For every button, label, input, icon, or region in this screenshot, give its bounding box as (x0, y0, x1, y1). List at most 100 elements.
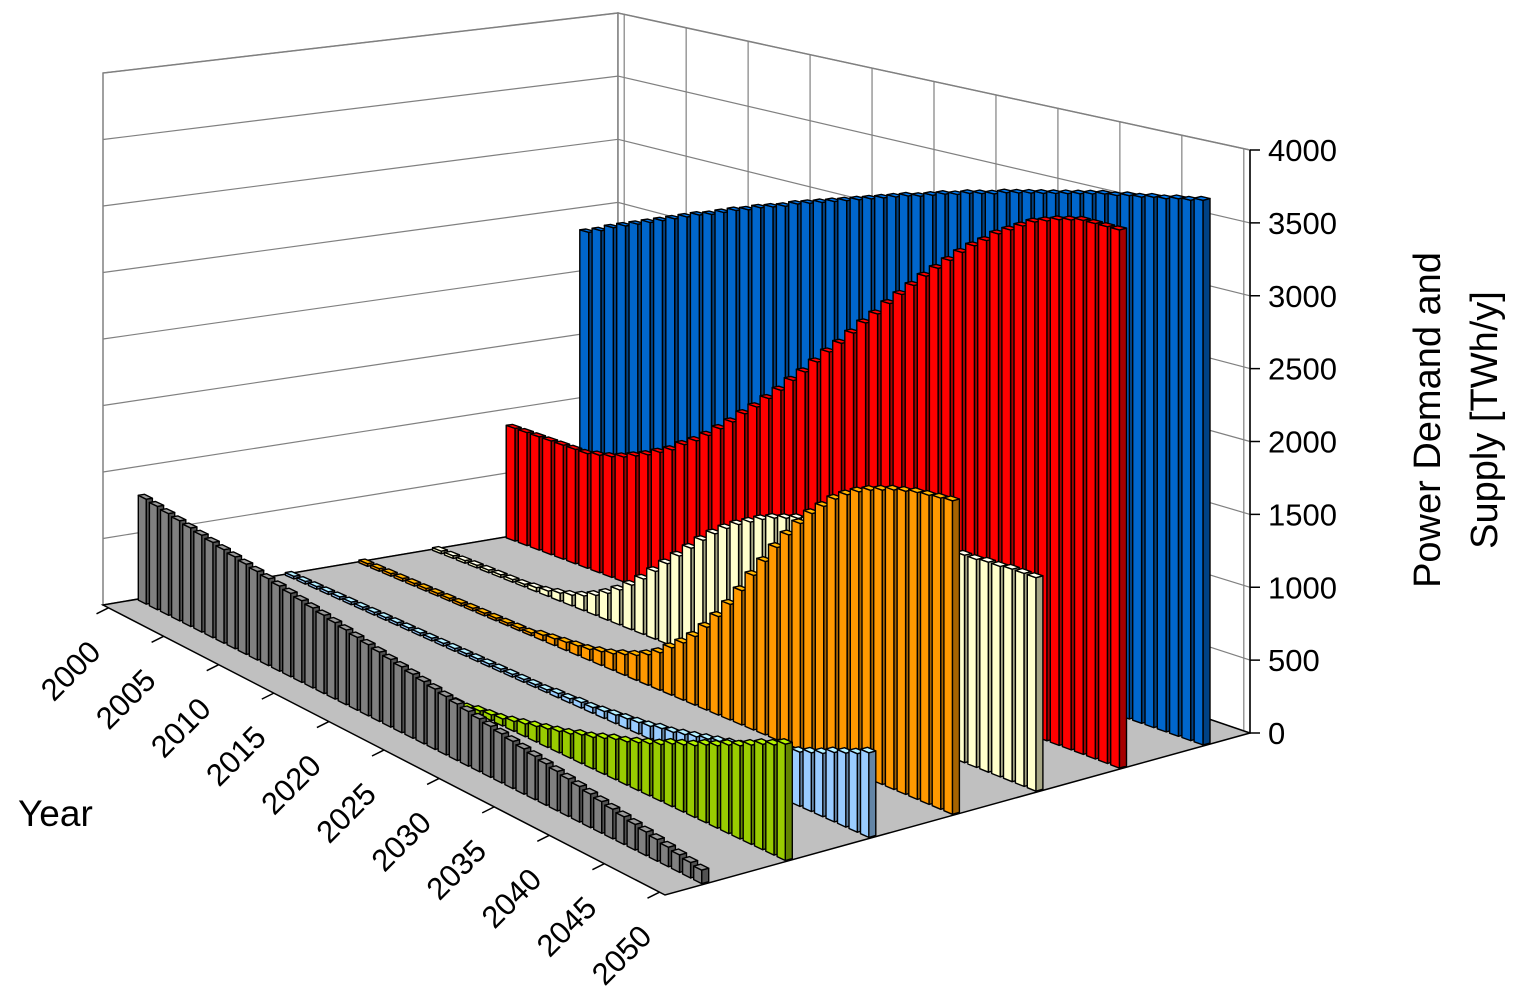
bar-top (1002, 563, 1020, 570)
bar (595, 705, 612, 720)
bar (560, 692, 578, 704)
bar (475, 607, 492, 617)
bar (503, 574, 520, 583)
bar-top (479, 564, 496, 571)
bar-face (979, 558, 989, 773)
bar-top (437, 690, 454, 698)
bar-top (652, 722, 670, 730)
bar-face (627, 651, 638, 682)
bar-top (618, 713, 635, 720)
bar-top (159, 508, 176, 515)
bar-face (181, 523, 192, 628)
bar-top (553, 440, 571, 446)
bar-top (1026, 572, 1044, 579)
bar-face (721, 600, 731, 721)
bar-face (756, 557, 766, 736)
bar-top (434, 637, 451, 645)
bar-face (674, 740, 685, 813)
bar-face (259, 574, 270, 667)
bar (405, 578, 422, 587)
bar-top (606, 709, 624, 716)
bar-face (908, 488, 918, 801)
bar-face (640, 739, 651, 797)
y-axis-label: Supply [TWh/y] (1464, 291, 1506, 549)
bar-top (503, 574, 520, 581)
bar-top (526, 750, 543, 758)
bar-top (776, 738, 793, 745)
bar-top (517, 427, 534, 434)
bar-face (270, 581, 281, 672)
bar-face (1097, 223, 1109, 765)
bar-top (226, 551, 243, 558)
x-tick-label: 2025 (309, 776, 383, 850)
bar-side (784, 741, 793, 862)
bar-top (537, 684, 554, 691)
bar-face (159, 509, 170, 616)
bar-face (779, 531, 790, 746)
bar-face (505, 424, 516, 542)
bar-top (411, 627, 428, 634)
bar-face (1085, 220, 1097, 760)
bar-face (859, 748, 870, 839)
bar-top (529, 432, 547, 438)
bar-top (170, 515, 187, 522)
bar-top (455, 555, 472, 562)
bar-face (674, 638, 684, 701)
bar-top (307, 581, 324, 588)
bar-face (553, 441, 564, 560)
bar-top (459, 705, 476, 713)
y-tick-label: 2000 (1268, 425, 1337, 460)
bar-top (560, 692, 578, 700)
bar-face (170, 516, 181, 622)
bar-face (802, 509, 813, 756)
bar-top (493, 727, 510, 735)
bar-top (422, 632, 439, 639)
bar-top (470, 712, 487, 720)
bar-face (719, 740, 730, 835)
bar-top (370, 646, 387, 653)
bar-top (637, 825, 654, 833)
bar-top (457, 648, 474, 655)
bar-top (583, 701, 601, 709)
y-axis-label: Power Demand and (1407, 252, 1449, 588)
bar-face (1014, 569, 1025, 788)
bar-top (581, 787, 599, 795)
bar-face (326, 618, 336, 700)
bar-top (405, 578, 422, 585)
bar-face (1181, 197, 1192, 742)
bar-face (697, 623, 708, 711)
bar-face (415, 677, 425, 745)
bar-top (237, 558, 254, 565)
bar-face (662, 643, 673, 696)
x-tick (261, 692, 275, 700)
bar-top (1073, 215, 1091, 222)
x-tick-label: 2030 (365, 805, 439, 879)
bar-top (537, 757, 554, 765)
bar-face (884, 486, 895, 791)
bar-top (359, 638, 376, 646)
bar-top (399, 622, 416, 629)
bar-face (686, 741, 696, 819)
bar-top (440, 592, 457, 600)
bar-face (481, 721, 492, 779)
bar-top (445, 642, 462, 650)
y-tick-label: 1000 (1268, 570, 1337, 605)
bar-top (259, 573, 276, 580)
bar-top (491, 569, 508, 576)
bar-top (181, 522, 198, 529)
bar-top (481, 720, 498, 728)
x-tick (481, 806, 495, 814)
bar-face (470, 714, 481, 773)
bar-top (515, 742, 532, 750)
bar (681, 855, 699, 879)
bar-top (1109, 225, 1128, 231)
bar-top (670, 848, 688, 856)
bar-side (951, 498, 961, 815)
bar-face (215, 545, 225, 644)
bar (776, 738, 793, 862)
bar-top (304, 602, 320, 609)
bar-face (657, 559, 668, 645)
bar-top (510, 622, 527, 629)
bar-face (626, 819, 636, 851)
bar-face (813, 749, 824, 818)
